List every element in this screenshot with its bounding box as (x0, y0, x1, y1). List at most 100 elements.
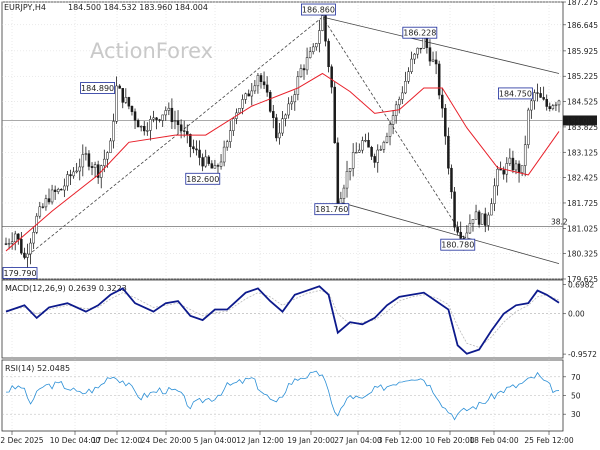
candle-body (308, 51, 312, 58)
candle-body (69, 174, 72, 177)
candle-body (103, 158, 106, 166)
candle-body (342, 187, 346, 199)
trend-line (24, 16, 323, 259)
candle-body (133, 111, 137, 121)
candle-body (213, 165, 217, 169)
candle-body (192, 146, 195, 150)
candle-body (38, 206, 42, 217)
candle-body (176, 120, 180, 125)
candle-body (265, 84, 269, 93)
candle-body (244, 93, 247, 100)
candle-body (284, 114, 287, 119)
rsi-y-tick-label: 50 (571, 392, 581, 401)
candle-body (182, 130, 186, 132)
x-tick-label: 19 Jan 20:00 (287, 436, 335, 445)
candle-body (431, 59, 435, 62)
x-tick-label: 18 Feb 04:00 (469, 436, 518, 445)
macd-title: MACD(12,26,9) 0.2639 0.3223 (5, 284, 127, 293)
y-tick-label: 187.275 (567, 0, 598, 7)
candle-body (161, 114, 164, 121)
candle-body (259, 75, 263, 83)
candle-body (407, 71, 410, 82)
candle-body (324, 15, 327, 42)
candle-body (115, 85, 118, 122)
x-tick-label: 10 Dec 04:00 (50, 436, 101, 445)
y-tick-label: 183.125 (567, 148, 598, 157)
candle-body (149, 119, 152, 131)
candle-body (143, 126, 146, 132)
candle-body (502, 169, 505, 175)
candle-body (318, 30, 321, 44)
candle-body (26, 253, 29, 258)
candle-body (484, 213, 487, 226)
candle-body (250, 90, 254, 97)
candle-body (152, 117, 155, 120)
candle-body (32, 231, 35, 244)
x-tick-label: 27 Jan 04:00 (334, 436, 382, 445)
candle-body (474, 211, 478, 220)
candle-body (210, 163, 214, 169)
candle-body (441, 94, 444, 109)
candle-body (382, 142, 386, 150)
candle-body (404, 81, 407, 94)
candle-body (536, 92, 539, 94)
candle-body (477, 211, 481, 225)
chart-header-symbol: EURJPY,H4 (4, 3, 46, 12)
candle-body (109, 140, 112, 153)
candle-body (167, 107, 171, 111)
candle-body (222, 146, 226, 163)
candle-body (139, 126, 143, 128)
price-annotation-box (314, 203, 350, 216)
candle-body (146, 130, 149, 132)
candle-body (53, 189, 57, 192)
moving-average-line (5, 72, 560, 252)
price-annotation-label: 184.890 (81, 84, 114, 93)
price-annotation-box (80, 82, 115, 94)
candle-body (496, 168, 499, 187)
candle-body (198, 149, 201, 158)
candle-body (293, 94, 297, 103)
candle-body (7, 243, 11, 245)
candle-body (530, 100, 533, 111)
candle-body (225, 141, 229, 148)
candle-body (106, 152, 109, 160)
candle-body (554, 104, 558, 106)
candle-body (456, 226, 459, 233)
candle-body (523, 144, 527, 166)
candle-body (315, 43, 318, 48)
x-tick-label: 24 Dec 20:00 (141, 436, 192, 445)
candle-body (118, 85, 121, 89)
macd-y-tick-label: 0.6982 (568, 280, 594, 289)
candle-body (281, 118, 284, 134)
candle-body (379, 149, 383, 151)
candle-body (505, 163, 509, 175)
candle-body (13, 233, 17, 243)
price-annotation-label: 181.760 (315, 205, 348, 214)
candle-body (401, 92, 404, 100)
y-tick-label: 181.725 (567, 199, 598, 208)
candle-body (311, 46, 315, 52)
candle-body (170, 107, 174, 123)
candle-body (385, 136, 389, 143)
candle-body (50, 189, 54, 203)
x-tick-label: 25 Feb 12:00 (524, 436, 573, 445)
candle-body (75, 170, 78, 173)
candle-body (468, 223, 472, 234)
candle-body (60, 189, 63, 191)
chart-header-ohlc: 184.500 184.532 183.960 184.004 (68, 3, 208, 12)
candle-body (397, 99, 401, 106)
rsi-y-tick-label: 30 (571, 410, 581, 419)
candle-body (96, 164, 100, 178)
candle-body (336, 142, 340, 209)
candle-body (189, 134, 192, 147)
candle-body (47, 198, 51, 203)
candle-body (508, 157, 512, 164)
x-tick-label: 5 Jan 04:00 (194, 436, 237, 445)
candle-body (358, 149, 361, 153)
candle-body (493, 185, 496, 204)
candle-body (112, 121, 115, 142)
price-annotation-label: 179.790 (3, 269, 36, 278)
x-tick-label: 12 Jan 12:00 (236, 436, 284, 445)
candle-body (520, 165, 524, 173)
